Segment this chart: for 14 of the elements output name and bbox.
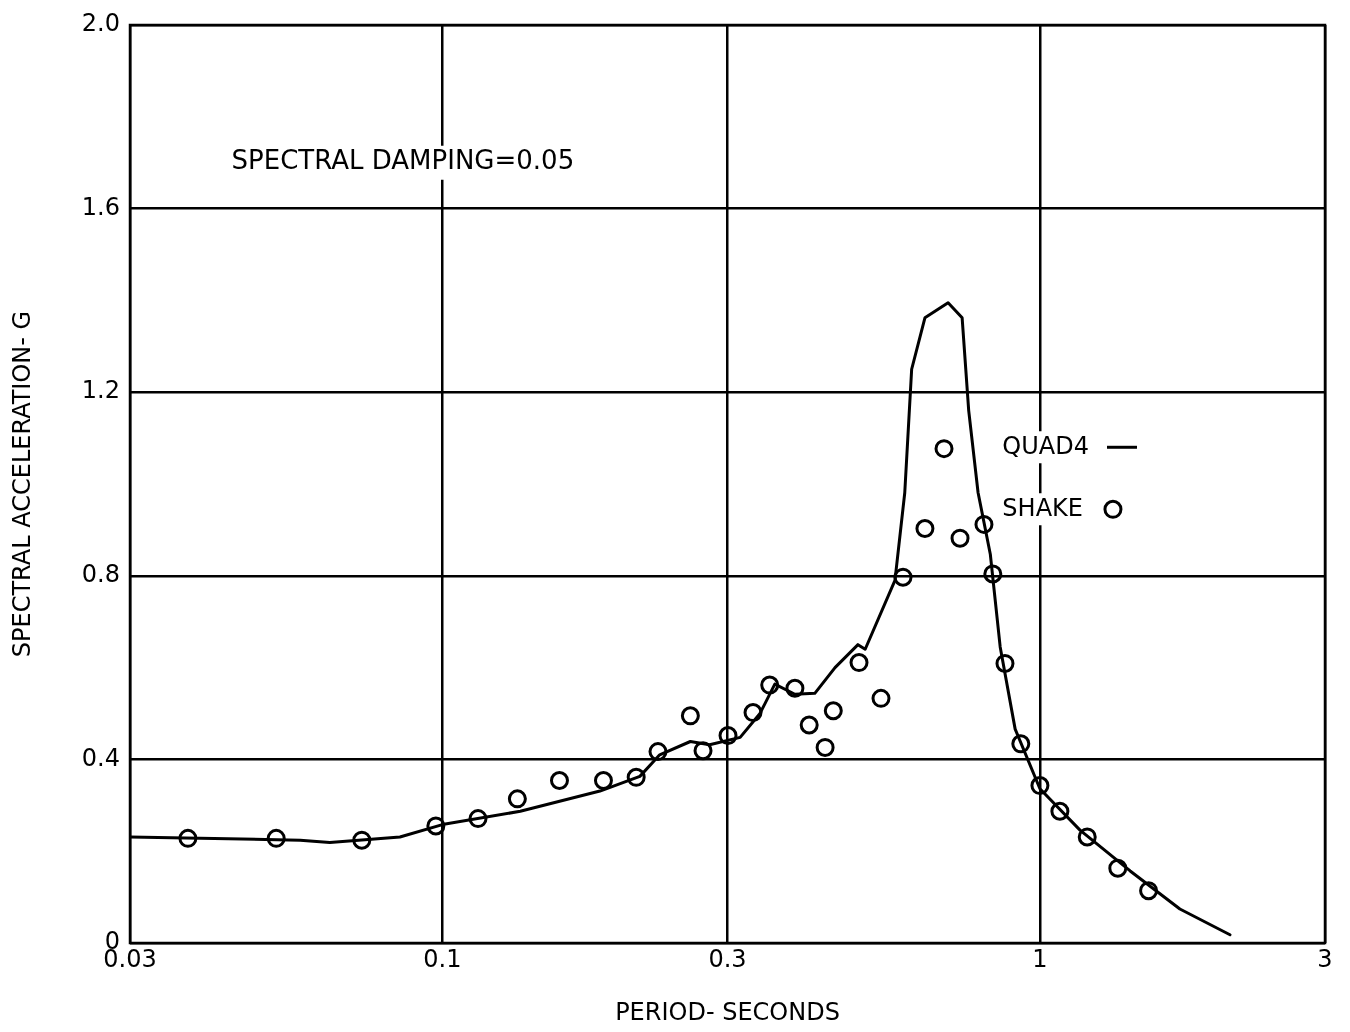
y-tick-label: 1.2 bbox=[81, 376, 120, 405]
legend-label: SHAKE bbox=[1002, 493, 1083, 522]
x-tick-label: 0.3 bbox=[708, 944, 747, 973]
x-tick-label: 0.1 bbox=[423, 944, 462, 973]
y-axis-title: SPECTRAL ACCELERATION- G bbox=[7, 310, 36, 658]
x-tick-label: 1 bbox=[1032, 944, 1048, 973]
y-tick-label: 1.6 bbox=[81, 192, 120, 221]
x-axis-title: PERIOD- SECONDS bbox=[615, 997, 840, 1026]
legend-label: QUAD4 bbox=[1002, 431, 1089, 460]
y-tick-label: 0.4 bbox=[81, 743, 120, 772]
annotation: SPECTRAL DAMPING=0.05 bbox=[231, 145, 575, 176]
y-tick-label: 0.8 bbox=[81, 560, 120, 589]
y-tick-label: 2.0 bbox=[81, 9, 120, 38]
x-tick-label: 3 bbox=[1317, 944, 1333, 973]
